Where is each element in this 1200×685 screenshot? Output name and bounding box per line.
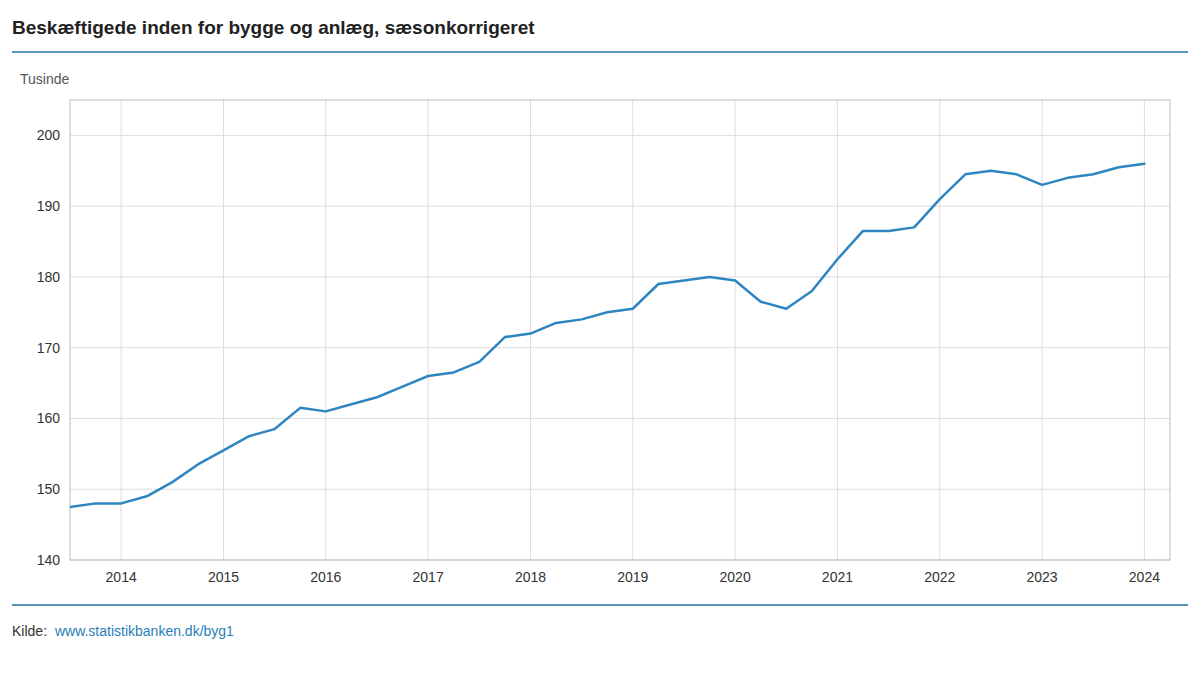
x-tick-label: 2018: [515, 569, 546, 585]
x-grid-line: [325, 100, 326, 560]
y-tick-label: 180: [37, 269, 61, 285]
y-grid-line: [70, 489, 1170, 490]
x-grid-line: [735, 100, 736, 560]
y-tick-label: 160: [37, 410, 61, 426]
y-tick-label: 170: [37, 340, 61, 356]
x-tick-label: 2016: [310, 569, 341, 585]
y-tick-label: 190: [37, 198, 61, 214]
chart: Beskæftigede inden for bygge og anlæg, s…: [0, 0, 1200, 685]
title-rule: [12, 51, 1188, 53]
plot-frame: [70, 100, 1170, 560]
x-tick-label: 2024: [1129, 569, 1160, 585]
x-tick-label: 2014: [106, 569, 137, 585]
plot-area: [70, 164, 1144, 507]
bottom-rule: [12, 604, 1188, 606]
x-grid-line: [428, 100, 429, 560]
x-tick-label: 2017: [413, 569, 444, 585]
x-grid-line: [1144, 100, 1145, 560]
source: Kilde:: [12, 623, 51, 639]
source-link: www.statistikbanken.dk/byg1: [54, 623, 234, 639]
x-grid-line: [837, 100, 838, 560]
y-grid-line: [70, 418, 1170, 419]
y-grid-line: [70, 206, 1170, 207]
x-grid-line: [939, 100, 940, 560]
x-tick-label: 2019: [617, 569, 648, 585]
title: Beskæftigede inden for bygge og anlæg, s…: [12, 17, 535, 38]
x-grid-line: [121, 100, 122, 560]
y-grid-line: [70, 347, 1170, 348]
y-label: Tusinde: [20, 71, 70, 87]
x-tick-label: 2021: [822, 569, 853, 585]
y-tick-label: 140: [37, 552, 61, 568]
x-grid-line: [1042, 100, 1043, 560]
x-grid-line: [530, 100, 531, 560]
y-tick-label: 150: [37, 481, 61, 497]
x-grid-line: [632, 100, 633, 560]
grid: [70, 100, 1170, 560]
x-tick-label: 2015: [208, 569, 239, 585]
y-grid-line: [70, 135, 1170, 136]
x-tick-label: 2023: [1027, 569, 1058, 585]
x-tick-label: 2020: [720, 569, 751, 585]
line: [70, 164, 1144, 507]
y-grid-line: [70, 276, 1170, 277]
x-grid-line: [223, 100, 224, 560]
x-tick-label: 2022: [924, 569, 955, 585]
y-tick-label: 200: [37, 127, 61, 143]
